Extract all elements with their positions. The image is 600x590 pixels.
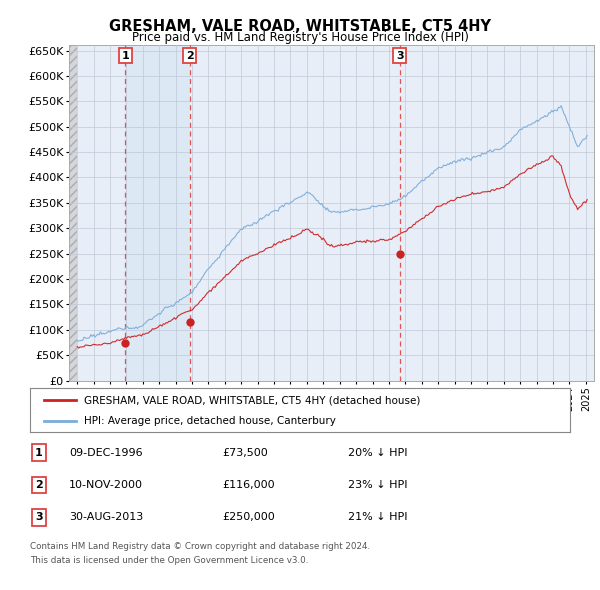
Text: GRESHAM, VALE ROAD, WHITSTABLE, CT5 4HY: GRESHAM, VALE ROAD, WHITSTABLE, CT5 4HY [109,19,491,34]
Text: 09-DEC-1996: 09-DEC-1996 [69,448,143,457]
Text: 30-AUG-2013: 30-AUG-2013 [69,513,143,522]
Text: £73,500: £73,500 [222,448,268,457]
Text: £116,000: £116,000 [222,480,275,490]
Text: This data is licensed under the Open Government Licence v3.0.: This data is licensed under the Open Gov… [30,556,308,565]
Text: 21% ↓ HPI: 21% ↓ HPI [348,513,407,522]
Text: £250,000: £250,000 [222,513,275,522]
Text: Price paid vs. HM Land Registry's House Price Index (HPI): Price paid vs. HM Land Registry's House … [131,31,469,44]
Text: 10-NOV-2000: 10-NOV-2000 [69,480,143,490]
Text: 3: 3 [35,513,43,522]
Text: 1: 1 [122,51,130,61]
Text: 3: 3 [396,51,404,61]
Text: 20% ↓ HPI: 20% ↓ HPI [348,448,407,457]
Text: HPI: Average price, detached house, Canterbury: HPI: Average price, detached house, Cant… [84,416,336,426]
Text: 23% ↓ HPI: 23% ↓ HPI [348,480,407,490]
Text: 1: 1 [35,448,43,457]
Bar [69,45,77,381]
Text: GRESHAM, VALE ROAD, WHITSTABLE, CT5 4HY (detached house): GRESHAM, VALE ROAD, WHITSTABLE, CT5 4HY … [84,395,421,405]
Text: 2: 2 [186,51,194,61]
Bar [125,45,190,381]
Text: 2: 2 [35,480,43,490]
Text: Contains HM Land Registry data © Crown copyright and database right 2024.: Contains HM Land Registry data © Crown c… [30,542,370,552]
